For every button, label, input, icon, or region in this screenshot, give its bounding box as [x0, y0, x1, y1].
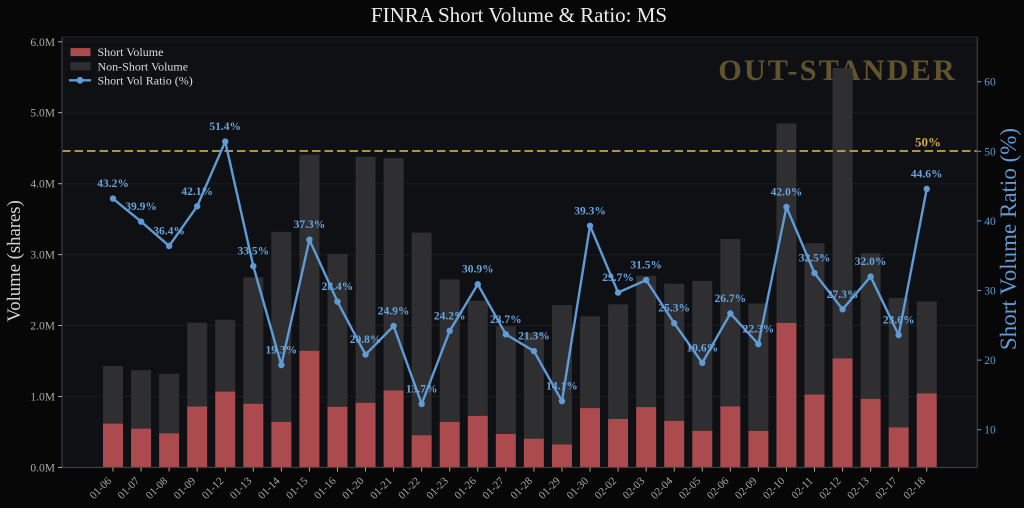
svg-text:39.9%: 39.9%	[125, 201, 157, 213]
svg-text:20.8%: 20.8%	[350, 334, 382, 346]
svg-text:44.6%: 44.6%	[911, 168, 943, 180]
svg-text:32.5%: 32.5%	[799, 253, 831, 265]
svg-text:Non-Short Volume: Non-Short Volume	[98, 59, 189, 73]
svg-text:25.3%: 25.3%	[658, 303, 690, 315]
svg-text:24.9%: 24.9%	[378, 306, 410, 318]
svg-text:0.0M: 0.0M	[30, 462, 55, 474]
svg-text:2.0M: 2.0M	[30, 321, 55, 333]
svg-text:Volume (shares): Volume (shares)	[4, 200, 25, 322]
svg-text:40: 40	[984, 216, 996, 228]
svg-text:23.7%: 23.7%	[490, 314, 522, 326]
svg-text:27.3%: 27.3%	[827, 289, 859, 301]
svg-text:60: 60	[984, 77, 996, 89]
svg-text:19.6%: 19.6%	[686, 342, 718, 354]
svg-text:28.4%: 28.4%	[322, 281, 354, 293]
svg-text:32.0%: 32.0%	[855, 256, 887, 268]
svg-text:39.3%: 39.3%	[574, 205, 606, 217]
svg-text:31.5%: 31.5%	[630, 260, 662, 272]
svg-text:36.4%: 36.4%	[153, 225, 185, 237]
svg-text:6.0M: 6.0M	[30, 37, 55, 49]
svg-text:4.0M: 4.0M	[30, 179, 55, 191]
svg-text:22.3%: 22.3%	[743, 324, 775, 336]
svg-text:20: 20	[984, 355, 996, 367]
svg-text:19.3%: 19.3%	[266, 344, 298, 356]
svg-text:Short Volume Ratio (%): Short Volume Ratio (%)	[996, 128, 1021, 350]
svg-text:3.0M: 3.0M	[30, 250, 55, 262]
svg-text:26.7%: 26.7%	[715, 293, 747, 305]
svg-text:1.0M: 1.0M	[30, 392, 55, 404]
svg-text:33.5%: 33.5%	[237, 246, 269, 258]
svg-text:Short Volume: Short Volume	[98, 45, 164, 59]
svg-text:29.7%: 29.7%	[602, 272, 634, 284]
svg-text:30: 30	[984, 286, 996, 298]
svg-text:5.0M: 5.0M	[30, 108, 55, 120]
svg-text:50%: 50%	[915, 135, 941, 150]
svg-text:13.7%: 13.7%	[406, 383, 438, 395]
svg-text:37.3%: 37.3%	[294, 219, 326, 231]
svg-text:24.2%: 24.2%	[434, 310, 466, 322]
svg-text:21.3%: 21.3%	[518, 331, 550, 343]
svg-text:51.4%: 51.4%	[209, 121, 241, 133]
svg-text:42.0%: 42.0%	[771, 186, 803, 198]
svg-text:23.6%: 23.6%	[883, 315, 915, 327]
svg-text:42.1%: 42.1%	[181, 186, 213, 198]
svg-text:30.9%: 30.9%	[462, 264, 494, 276]
svg-text:14.1%: 14.1%	[546, 381, 578, 393]
svg-text:43.2%: 43.2%	[97, 178, 129, 190]
svg-text:Short Vol Ratio (%): Short Vol Ratio (%)	[98, 73, 193, 87]
svg-text:50: 50	[984, 146, 996, 158]
svg-text:10: 10	[984, 425, 996, 437]
svg-text:FINRA Short Volume & Ratio: MS: FINRA Short Volume & Ratio: MS	[371, 3, 667, 27]
